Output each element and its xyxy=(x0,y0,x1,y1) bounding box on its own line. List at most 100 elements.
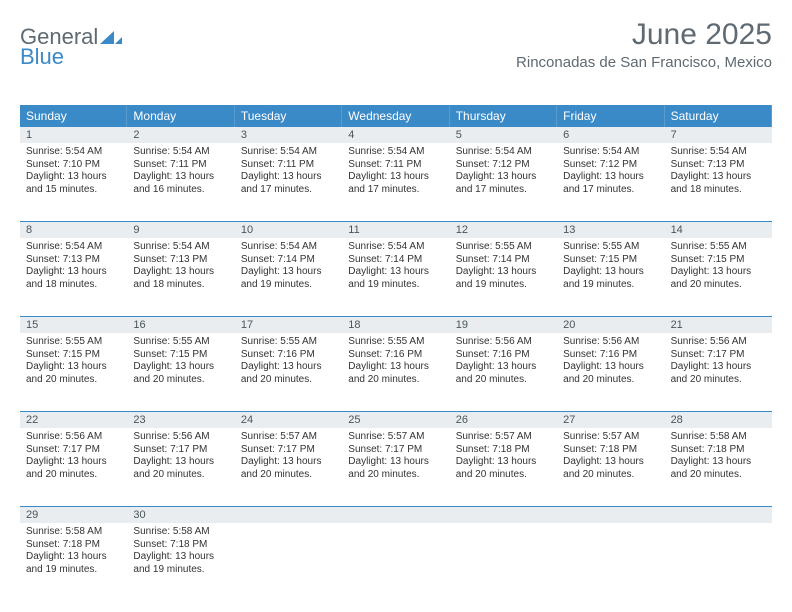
daylight-line-1: Daylight: 13 hours xyxy=(348,266,443,279)
sunset-line: Sunset: 7:16 PM xyxy=(348,349,443,362)
daylight-line-2: and 16 minutes. xyxy=(133,184,228,197)
daylight-line-2: and 20 minutes. xyxy=(456,469,551,482)
calendar-cell: Sunrise: 5:54 AMSunset: 7:14 PMDaylight:… xyxy=(235,238,342,316)
daylight-line-2: and 19 minutes. xyxy=(26,564,121,577)
calendar-cell: Sunrise: 5:57 AMSunset: 7:18 PMDaylight:… xyxy=(557,428,664,506)
calendar-cell: Sunrise: 5:55 AMSunset: 7:16 PMDaylight:… xyxy=(235,333,342,411)
day-number xyxy=(235,507,342,523)
daylight-line-2: and 20 minutes. xyxy=(241,374,336,387)
daylight-line-1: Daylight: 13 hours xyxy=(26,456,121,469)
daylight-line-2: and 20 minutes. xyxy=(563,374,658,387)
calendar-cell xyxy=(450,523,557,601)
sunrise-line: Sunrise: 5:57 AM xyxy=(563,431,658,444)
sunrise-line: Sunrise: 5:58 AM xyxy=(26,526,121,539)
location: Rinconadas de San Francisco, Mexico xyxy=(516,54,772,71)
calendar-cell: Sunrise: 5:58 AMSunset: 7:18 PMDaylight:… xyxy=(20,523,127,601)
sunset-line: Sunset: 7:18 PM xyxy=(133,539,228,552)
sunset-line: Sunset: 7:12 PM xyxy=(563,159,658,172)
daylight-line-1: Daylight: 13 hours xyxy=(456,361,551,374)
calendar-cell: Sunrise: 5:54 AMSunset: 7:13 PMDaylight:… xyxy=(665,143,772,221)
sunrise-line: Sunrise: 5:54 AM xyxy=(133,146,228,159)
day-header-row: Sunday Monday Tuesday Wednesday Thursday… xyxy=(20,105,772,127)
calendar-cell xyxy=(235,523,342,601)
sunrise-line: Sunrise: 5:55 AM xyxy=(348,336,443,349)
sunset-line: Sunset: 7:17 PM xyxy=(671,349,766,362)
day-number: 5 xyxy=(450,127,557,143)
calendar-cell: Sunrise: 5:54 AMSunset: 7:11 PMDaylight:… xyxy=(342,143,449,221)
daylight-line-2: and 20 minutes. xyxy=(133,374,228,387)
header: General Blue June 2025 Rinconadas de San… xyxy=(20,18,772,71)
daylight-line-2: and 19 minutes. xyxy=(241,279,336,292)
daylight-line-2: and 20 minutes. xyxy=(348,374,443,387)
day-number: 6 xyxy=(557,127,664,143)
day-number xyxy=(450,507,557,523)
sunset-line: Sunset: 7:16 PM xyxy=(241,349,336,362)
sunrise-line: Sunrise: 5:54 AM xyxy=(241,241,336,254)
day-header-fri: Friday xyxy=(557,105,664,127)
daylight-line-2: and 17 minutes. xyxy=(241,184,336,197)
sunrise-line: Sunrise: 5:55 AM xyxy=(563,241,658,254)
weeks-container: 1234567Sunrise: 5:54 AMSunset: 7:10 PMDa… xyxy=(20,127,772,601)
day-number: 4 xyxy=(342,127,449,143)
sunrise-line: Sunrise: 5:54 AM xyxy=(26,241,121,254)
calendar-cell: Sunrise: 5:56 AMSunset: 7:16 PMDaylight:… xyxy=(450,333,557,411)
daylight-line-1: Daylight: 13 hours xyxy=(26,266,121,279)
calendar-cell: Sunrise: 5:54 AMSunset: 7:14 PMDaylight:… xyxy=(342,238,449,316)
daylight-line-2: and 20 minutes. xyxy=(671,374,766,387)
day-number: 24 xyxy=(235,412,342,428)
sunset-line: Sunset: 7:11 PM xyxy=(133,159,228,172)
daylight-line-2: and 19 minutes. xyxy=(133,564,228,577)
day-number: 20 xyxy=(557,317,664,333)
sunrise-line: Sunrise: 5:54 AM xyxy=(26,146,121,159)
daylight-line-2: and 20 minutes. xyxy=(671,279,766,292)
calendar-cell: Sunrise: 5:54 AMSunset: 7:13 PMDaylight:… xyxy=(20,238,127,316)
daylight-line-1: Daylight: 13 hours xyxy=(456,171,551,184)
day-header-wed: Wednesday xyxy=(342,105,449,127)
calendar-cell: Sunrise: 5:56 AMSunset: 7:17 PMDaylight:… xyxy=(127,428,234,506)
daylight-line-1: Daylight: 13 hours xyxy=(133,456,228,469)
calendar-cell: Sunrise: 5:54 AMSunset: 7:12 PMDaylight:… xyxy=(450,143,557,221)
daylight-line-2: and 18 minutes. xyxy=(133,279,228,292)
sunrise-line: Sunrise: 5:58 AM xyxy=(671,431,766,444)
daylight-line-1: Daylight: 13 hours xyxy=(671,456,766,469)
sunset-line: Sunset: 7:18 PM xyxy=(671,444,766,457)
sunset-line: Sunset: 7:16 PM xyxy=(563,349,658,362)
day-number: 21 xyxy=(665,317,772,333)
sunrise-line: Sunrise: 5:54 AM xyxy=(671,146,766,159)
day-number: 2 xyxy=(127,127,234,143)
calendar-cell: Sunrise: 5:56 AMSunset: 7:17 PMDaylight:… xyxy=(20,428,127,506)
daylight-line-1: Daylight: 13 hours xyxy=(671,266,766,279)
logo: General Blue xyxy=(20,18,122,50)
sunset-line: Sunset: 7:18 PM xyxy=(456,444,551,457)
daylight-line-1: Daylight: 13 hours xyxy=(133,361,228,374)
sunrise-line: Sunrise: 5:56 AM xyxy=(671,336,766,349)
daylight-line-2: and 20 minutes. xyxy=(563,469,658,482)
daylight-line-2: and 19 minutes. xyxy=(456,279,551,292)
daylight-line-1: Daylight: 13 hours xyxy=(133,171,228,184)
daylight-line-2: and 20 minutes. xyxy=(133,469,228,482)
sunrise-line: Sunrise: 5:57 AM xyxy=(348,431,443,444)
sunrise-line: Sunrise: 5:57 AM xyxy=(241,431,336,444)
daylight-line-1: Daylight: 13 hours xyxy=(241,266,336,279)
day-header-sat: Saturday xyxy=(665,105,772,127)
daylight-line-1: Daylight: 13 hours xyxy=(26,551,121,564)
sunset-line: Sunset: 7:13 PM xyxy=(26,254,121,267)
sunset-line: Sunset: 7:13 PM xyxy=(133,254,228,267)
daylight-line-1: Daylight: 13 hours xyxy=(26,171,121,184)
daylight-line-1: Daylight: 13 hours xyxy=(133,266,228,279)
sunrise-line: Sunrise: 5:56 AM xyxy=(456,336,551,349)
day-number: 27 xyxy=(557,412,664,428)
daylight-line-2: and 20 minutes. xyxy=(456,374,551,387)
day-header-tue: Tuesday xyxy=(235,105,342,127)
week-row: Sunrise: 5:54 AMSunset: 7:13 PMDaylight:… xyxy=(20,238,772,317)
daylight-line-2: and 19 minutes. xyxy=(348,279,443,292)
daynum-row: 2930 xyxy=(20,507,772,523)
sunrise-line: Sunrise: 5:54 AM xyxy=(348,146,443,159)
daylight-line-2: and 17 minutes. xyxy=(456,184,551,197)
day-number: 11 xyxy=(342,222,449,238)
day-header-sun: Sunday xyxy=(20,105,127,127)
calendar-cell: Sunrise: 5:57 AMSunset: 7:18 PMDaylight:… xyxy=(450,428,557,506)
calendar-cell xyxy=(342,523,449,601)
day-number: 30 xyxy=(127,507,234,523)
daylight-line-1: Daylight: 13 hours xyxy=(563,266,658,279)
